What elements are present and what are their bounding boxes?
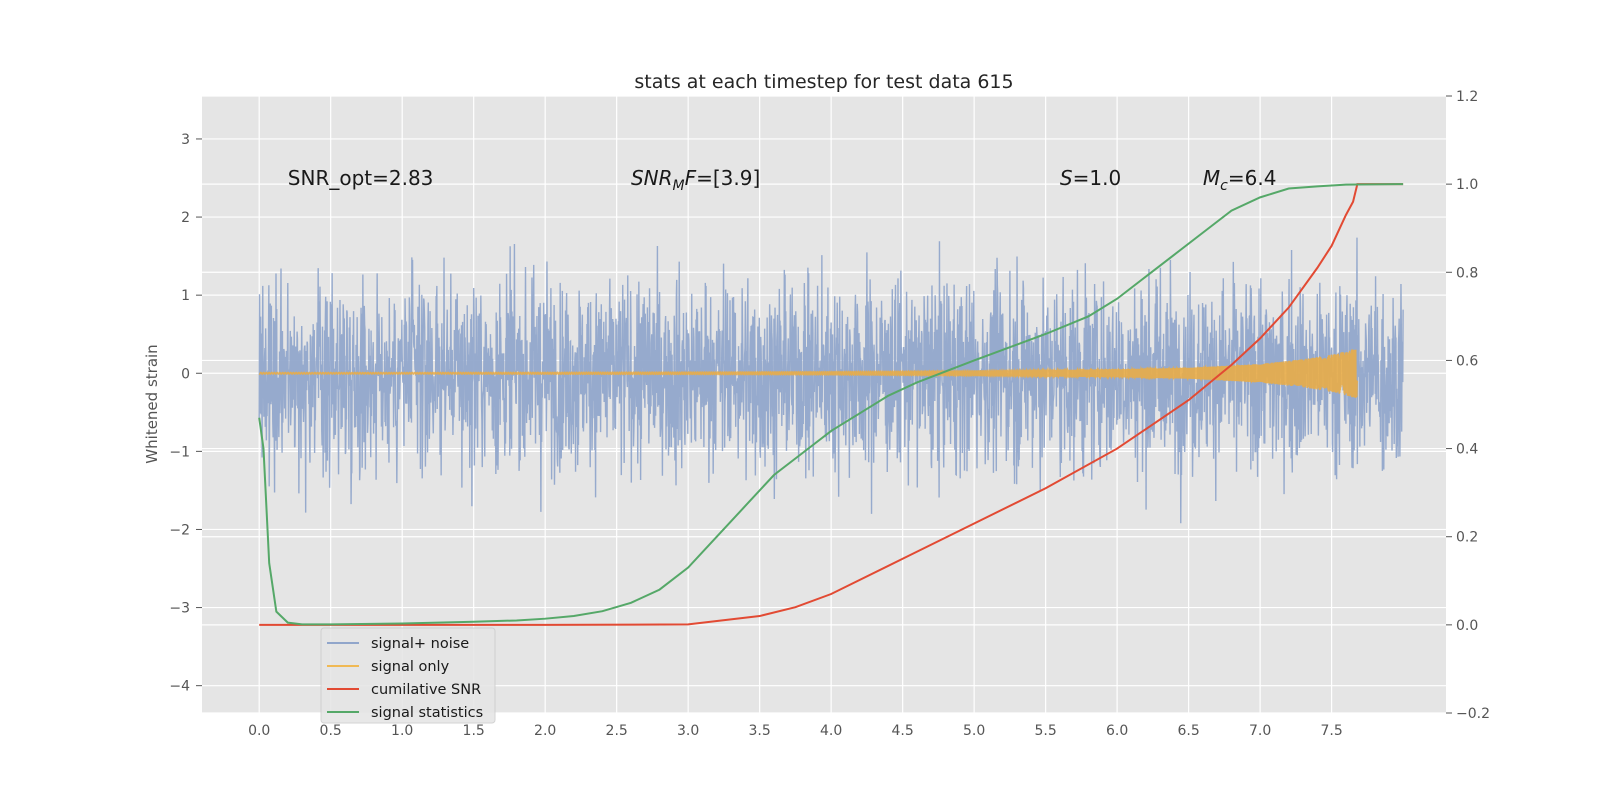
x-tick-label: 5.5 [1034, 723, 1056, 739]
y2-tick-label: 0.6 [1456, 353, 1478, 369]
x-tick-label: 2.5 [606, 723, 628, 739]
y-tick-label: −2 [169, 522, 190, 538]
x-tick-label: 4.0 [820, 723, 842, 739]
y2-tick-label: 1.2 [1456, 89, 1478, 105]
x-tick-label: 0.0 [248, 723, 270, 739]
noise-line [258, 237, 1404, 524]
y2-tick-label: 0.2 [1456, 530, 1478, 546]
y-tick-label: −4 [169, 679, 190, 695]
legend: signal+ noise signal only cumilative SNR si… [320, 627, 496, 724]
annotation-text: Mc=6.4 [1203, 166, 1277, 194]
signal-only-series [258, 349, 1358, 398]
x-tick-label: 6.5 [1177, 723, 1199, 739]
x-tick-label: 7.5 [1320, 723, 1342, 739]
x-tick-label: 5.0 [963, 723, 985, 739]
grid-lines [202, 95, 1446, 714]
x-tick-label: 3.5 [749, 723, 771, 739]
y-tick-label: −1 [169, 444, 190, 460]
x-tick-label: 4.5 [892, 723, 914, 739]
x-tick-label: 2.0 [534, 723, 556, 739]
x-tick-label: 1.5 [463, 723, 485, 739]
cumulative-snr-line [259, 183, 1404, 626]
annotation-text: SNR_opt=2.83 [288, 166, 434, 190]
y2-tick-label: 1.0 [1456, 177, 1478, 193]
y2-tick-label: 0.8 [1456, 265, 1478, 281]
x-tick-label: 6.0 [1106, 723, 1128, 739]
signal-plus-noise-series [258, 237, 1404, 524]
statistics-series [258, 183, 1404, 626]
legend-box [320, 627, 496, 724]
y-tick-label: 2 [181, 210, 190, 226]
legend-label: signal statistics [371, 705, 483, 721]
legend-label: signal+ noise [371, 636, 469, 652]
signal-only-line [258, 349, 1358, 398]
y2-tick-label: 0.4 [1456, 442, 1478, 458]
x-tick-label: 1.0 [391, 723, 413, 739]
y2-tick-label: 0.0 [1456, 618, 1478, 634]
annotation-text: S=1.0 [1060, 166, 1121, 190]
annotations: SNR_opt=2.83 SNRMF=[3.9] S=1.0 Mc=6.4 [288, 166, 1277, 194]
chart-title: stats at each timestep for test data 615 [634, 71, 1013, 93]
y-tick-label: 3 [181, 132, 190, 148]
y-tick-label: −3 [169, 601, 190, 617]
legend-label: signal only [371, 659, 450, 675]
y-axis-label: Whitened strain [143, 344, 161, 463]
y-tick-label: 1 [181, 288, 190, 304]
signal-statistics-line [258, 183, 1404, 626]
y-tick-label: 0 [181, 366, 190, 382]
axes-ticks: 0.0 0.5 1.0 1.5 2.0 2.5 3.0 3.5 4.0 4.5 5.0 5.5 6.0 6… [169, 89, 1490, 739]
annotation-text: SNRMF=[3.9] [631, 166, 760, 194]
y2-tick-label: −0.2 [1456, 706, 1490, 722]
x-tick-label: 7.0 [1249, 723, 1271, 739]
x-tick-label: 0.5 [320, 723, 342, 739]
legend-label: cumilative SNR [371, 682, 481, 698]
x-tick-label: 3.0 [677, 723, 699, 739]
